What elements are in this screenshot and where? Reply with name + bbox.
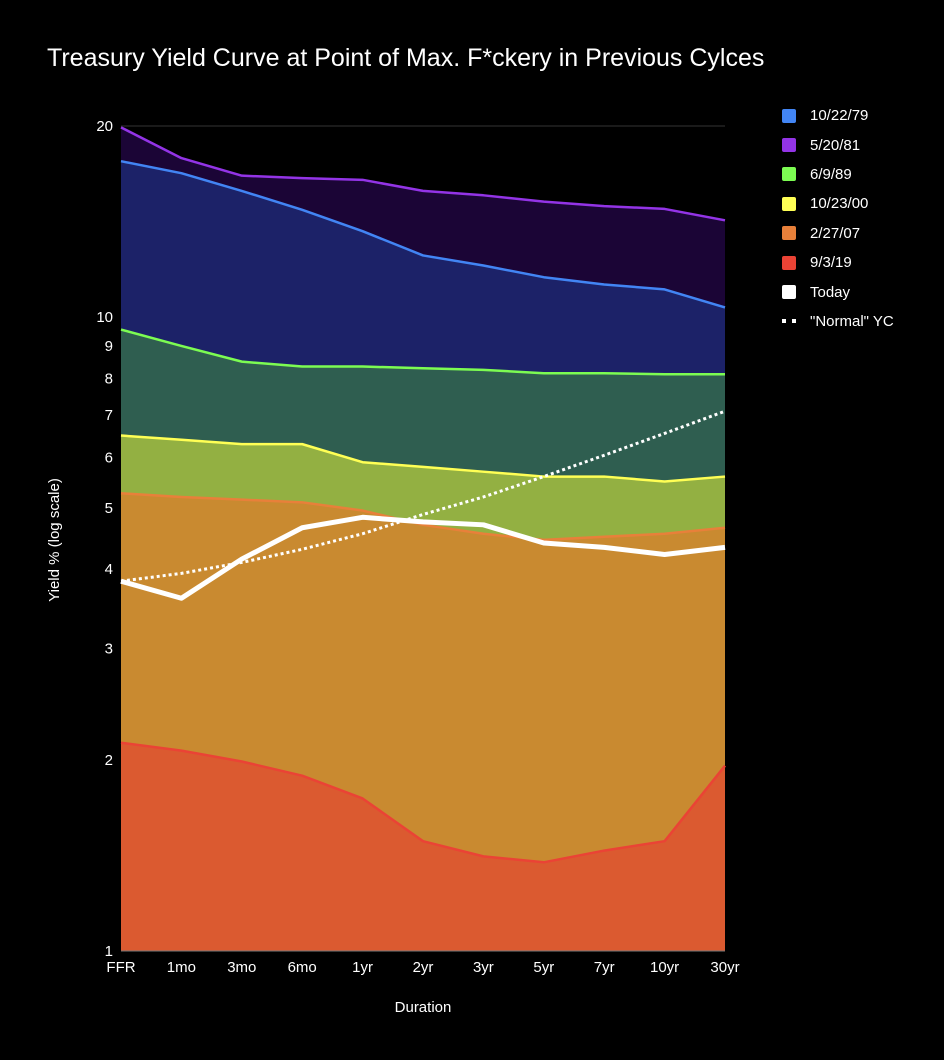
legend-swatch: [782, 196, 796, 211]
x-tick-label: 7yr: [594, 959, 615, 976]
legend-item[interactable]: "Normal" YC: [782, 307, 894, 336]
y-tick-label: 2: [105, 752, 113, 769]
legend-swatch: [782, 167, 796, 182]
legend-label: "Normal" YC: [810, 312, 894, 330]
legend-item[interactable]: 9/3/19: [782, 248, 894, 277]
legend-label: Today: [810, 283, 851, 301]
series-line: [120, 159, 726, 309]
chart-title: Treasury Yield Curve at Point of Max. F*…: [47, 44, 765, 72]
legend-swatch: [782, 138, 796, 153]
x-tick-label: 1mo: [167, 959, 196, 976]
legend-item[interactable]: 5/20/81: [782, 130, 894, 159]
x-tick-label: 30yr: [710, 959, 739, 976]
legend-swatch: [782, 255, 796, 270]
series-line: [120, 492, 726, 542]
y-tick-label: 7: [105, 407, 113, 424]
y-tick-label: 8: [105, 370, 113, 387]
y-tick-label: 20: [96, 118, 113, 135]
legend-item[interactable]: 6/9/89: [782, 160, 894, 189]
legend: 10/22/79 5/20/81 6/9/89 10/23/00 2/27/07…: [782, 101, 894, 336]
series-line: [120, 126, 726, 222]
y-tick-label: 1: [105, 943, 113, 960]
legend-item[interactable]: 10/23/00: [782, 189, 894, 218]
y-tick-label: 3: [105, 640, 113, 657]
y-tick-label: 9: [105, 338, 113, 355]
legend-dotted-swatch: [782, 314, 796, 328]
x-tick-label: 5yr: [533, 959, 554, 976]
legend-swatch: [782, 108, 796, 123]
y-tick-label: 4: [105, 561, 113, 578]
legend-label: 10/23/00: [810, 195, 869, 213]
x-tick-label: 6mo: [288, 959, 317, 976]
legend-label: 10/22/79: [810, 107, 869, 125]
x-tick-label: 2yr: [413, 959, 434, 976]
legend-item[interactable]: 10/22/79: [782, 101, 894, 130]
series-line: [120, 328, 725, 376]
x-axis-title: Duration: [395, 999, 452, 1016]
legend-swatch: [782, 285, 796, 300]
series-line: [120, 434, 726, 483]
x-tick-label: 3mo: [227, 959, 256, 976]
x-tick-label: FFR: [106, 959, 135, 976]
legend-label: 5/20/81: [810, 136, 861, 154]
legend-label: 9/3/19: [810, 254, 852, 272]
y-tick-label: 10: [96, 309, 113, 326]
series-area: [121, 742, 725, 951]
legend-swatch: [782, 226, 796, 241]
y-tick-label: 5: [105, 500, 113, 517]
legend-item[interactable]: 2/27/07: [782, 219, 894, 248]
series-line: [120, 741, 726, 864]
x-tick-label: 1yr: [352, 959, 373, 976]
x-tick-label: 10yr: [650, 959, 679, 976]
x-tick-label: 3yr: [473, 959, 494, 976]
legend-item[interactable]: Today: [782, 277, 894, 306]
legend-label: 6/9/89: [810, 165, 852, 183]
y-axis-title: Yield % (log scale): [46, 478, 63, 602]
series-line-today: [120, 514, 726, 601]
legend-label: 2/27/07: [810, 224, 861, 242]
y-tick-label: 6: [105, 450, 113, 467]
